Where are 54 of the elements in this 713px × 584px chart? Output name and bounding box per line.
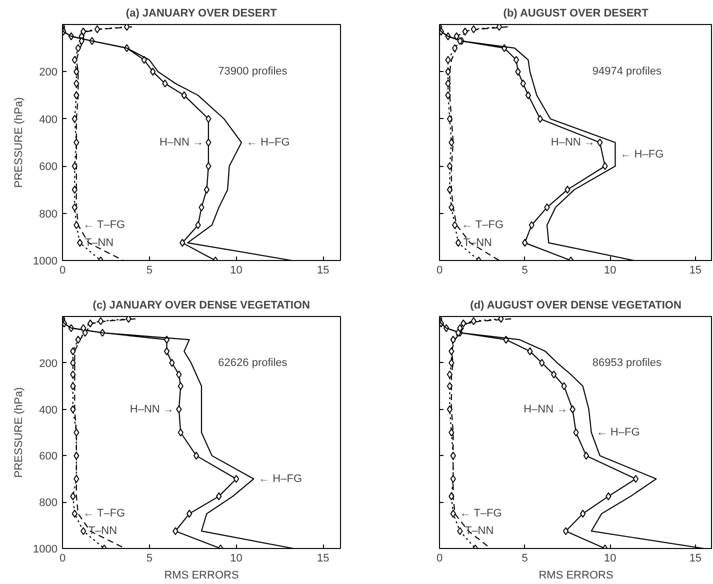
x-tick-label: 15 [317,552,330,564]
chart-title: (d) AUGUST OVER DENSE VEGETATION [470,300,682,312]
x-tick-label: 5 [146,264,152,276]
x-tick-label: 0 [59,552,66,564]
y-tick-label: 600 [39,450,58,463]
x-tick-label: 10 [230,552,242,564]
x-tick-label: 10 [604,264,616,276]
annotation: ← T–FG [83,508,126,520]
y-tick-label: 800 [39,497,58,510]
y-axis-title: PRESSURE (hPa) [13,387,26,478]
annotation: ← H–FG [620,148,664,160]
annotation: 62626 profiles [218,356,288,369]
annotation: ← H–FG [246,136,290,148]
annotation: ← H–FG [258,472,302,485]
chart-title: (b) AUGUST OVER DESERT [503,8,649,20]
y-tick-label: 600 [39,161,58,174]
x-tick-label: 5 [522,552,528,564]
x-tick-label: 15 [689,552,702,564]
annotation: H–NN → [524,403,568,416]
annotation: T–NN [88,525,118,538]
x-tick-label: 0 [436,264,443,276]
y-axis-title: PRESSURE (hPa) [13,97,26,188]
x-tick-label: 10 [230,264,242,276]
annotation: T–NN [464,525,494,538]
x-tick-label: 15 [317,264,330,276]
annotation: 94974 profiles [592,66,662,78]
y-tick-label: 200 [39,358,58,370]
x-tick-label: 5 [146,552,152,564]
y-tick-label: 1000 [33,544,58,556]
annotation: T–NN [463,236,492,249]
annotation: 86953 profiles [592,356,662,369]
annotation: ← T–FG [462,219,504,232]
x-tick-label: 0 [436,552,443,564]
chart-title: (a) JANUARY OVER DESERT [126,8,278,20]
annotation: ← T–FG [460,508,502,520]
x-tick-label: 10 [604,552,616,564]
x-tick-label: 0 [59,264,66,276]
chart-title: (c) JANUARY OVER DENSE VEGETATION [92,300,310,312]
y-tick-label: 200 [39,66,58,79]
annotation: 73900 profiles [218,66,288,78]
annotation: H–NN → [159,136,204,148]
annotation: ← H–FG [596,426,640,438]
annotation: H–NN → [550,136,595,148]
y-tick-label: 1000 [33,256,58,268]
annotation: H–NN → [130,403,174,416]
annotation: ← T–FG [83,219,126,232]
y-tick-label: 400 [39,404,58,416]
x-tick-label: 15 [689,264,702,276]
annotation: T–NN [84,236,114,249]
y-tick-label: 800 [39,208,58,220]
x-tick-label: 5 [522,264,528,276]
y-tick-label: 400 [39,114,58,126]
x-axis-title: RMS ERRORS [164,570,239,582]
x-axis-title: RMS ERRORS [538,570,614,582]
